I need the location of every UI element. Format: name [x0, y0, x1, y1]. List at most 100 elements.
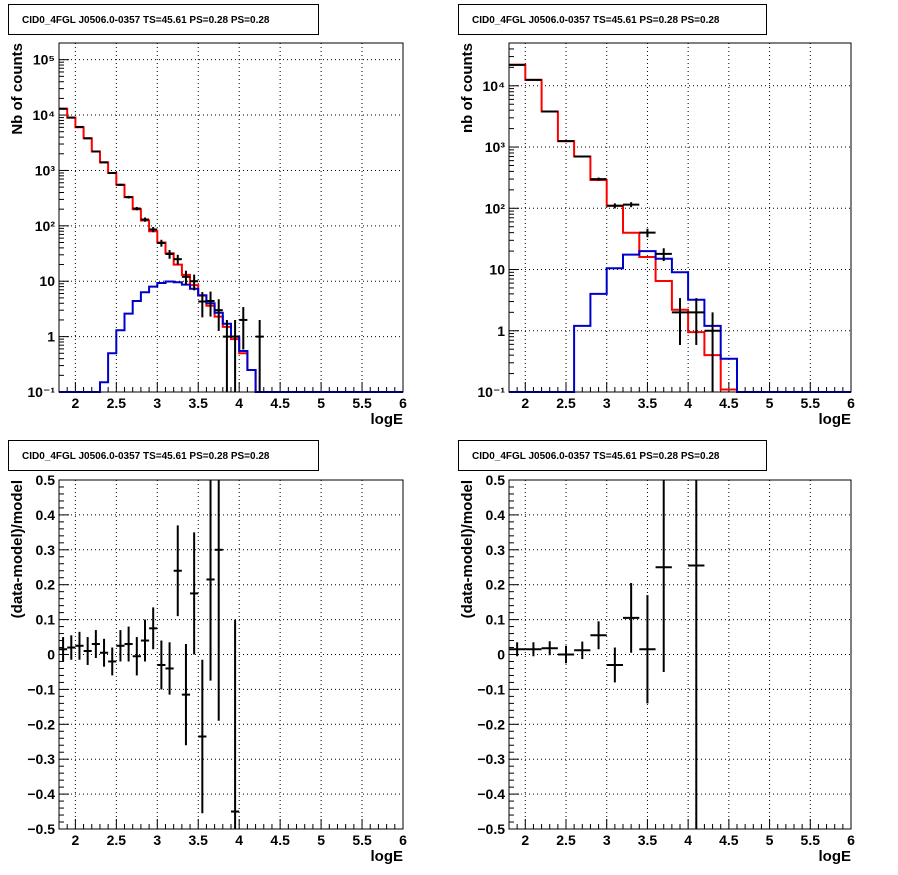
residuals-panel-left: CID0_4FGL J0506.0-0357 TS=45.61 PS=0.28 … — [8, 440, 407, 865]
y-tick-label: −0.5 — [27, 821, 55, 837]
y-tick-label: 0.1 — [486, 612, 506, 628]
residual-point — [67, 635, 76, 660]
y-tick-label: −0.1 — [477, 681, 505, 697]
x-tick-label: 5 — [766, 395, 774, 411]
title-box — [8, 440, 319, 471]
data-point — [541, 110, 558, 113]
y-tick-label: −0.2 — [477, 716, 505, 732]
x-tick-label: 4 — [235, 395, 243, 411]
y-tick-label: 0.3 — [36, 542, 56, 558]
y-tick-label: 10³ — [35, 162, 56, 178]
x-tick-label: 3.5 — [638, 395, 658, 411]
y-axis-title: (data-model)/model — [9, 480, 26, 618]
x-tick-label: 2 — [71, 832, 79, 848]
data-point — [149, 227, 158, 233]
y-tick-label: 0.4 — [36, 507, 56, 523]
data-point — [655, 248, 672, 262]
residual-point — [688, 480, 705, 829]
x-tick-label: 4 — [235, 832, 243, 848]
residual-point — [231, 619, 240, 829]
data-point — [181, 270, 191, 286]
x-tick-label: 4 — [684, 832, 692, 848]
y-axis-title: (data-model)/model — [459, 480, 476, 618]
y-tick-label: 10⁻¹ — [27, 384, 55, 400]
data-point — [671, 298, 689, 345]
data-point — [108, 171, 117, 174]
residual-point — [655, 480, 672, 672]
residual-point — [83, 637, 92, 665]
residual-point — [165, 642, 174, 695]
x-tick-label: 5 — [317, 395, 325, 411]
plot-frame — [58, 479, 404, 830]
data-point — [239, 307, 248, 350]
total-model-histogram — [59, 107, 403, 393]
y-tick-label: −0.3 — [477, 751, 505, 767]
x-tick-label: 3.5 — [189, 832, 209, 848]
data-point — [91, 150, 100, 153]
x-tick-label: 6 — [399, 395, 407, 411]
residual-point — [639, 595, 656, 704]
x-tick-label: 2.5 — [556, 832, 576, 848]
y-tick-label: 10⁴ — [483, 78, 506, 94]
data-point — [704, 312, 721, 392]
residual-point — [190, 532, 199, 655]
x-tick-label: 5.5 — [352, 832, 372, 848]
data-point — [75, 125, 84, 128]
residual-point — [99, 638, 109, 667]
data-point — [190, 274, 199, 291]
y-tick-label: 1 — [497, 323, 505, 339]
data-point — [198, 292, 207, 318]
residual-point — [140, 619, 150, 662]
x-tick-label: 4.5 — [270, 395, 290, 411]
residual-point — [149, 607, 158, 650]
y-tick-label: −0.2 — [27, 716, 55, 732]
residuals-panel-right: CID0_4FGL J0506.0-0357 TS=45.61 PS=0.28 … — [458, 440, 855, 865]
data-point — [206, 291, 215, 317]
x-tick-label: 5.5 — [352, 395, 372, 411]
data-point — [132, 206, 141, 211]
data-point — [639, 228, 656, 238]
residual-point — [198, 659, 207, 814]
residual-point — [124, 626, 133, 662]
x-axis-title: logE — [819, 411, 852, 428]
x-tick-label: 5.5 — [801, 832, 821, 848]
y-axis-title: Nb of counts — [9, 43, 26, 135]
y-tick-label: 10 — [489, 262, 505, 278]
x-tick-label: 2.5 — [556, 395, 576, 411]
data-point — [124, 195, 133, 199]
x-tick-label: 3 — [603, 832, 611, 848]
data-point — [83, 137, 92, 140]
residual-point — [108, 647, 117, 676]
x-tick-label: 6 — [847, 395, 855, 411]
y-tick-label: 0.4 — [486, 507, 506, 523]
grid-lines — [59, 480, 403, 829]
x-axis-title: logE — [371, 848, 404, 865]
plot-frame — [508, 42, 852, 393]
data-point — [623, 202, 640, 208]
chart-title: CID0_4FGL J0506.0-0357 TS=45.61 PS=0.28 … — [22, 451, 270, 462]
data-point — [688, 298, 705, 345]
residual-point — [59, 637, 68, 662]
y-tick-label: −0.1 — [27, 681, 55, 697]
grid-lines — [509, 480, 851, 829]
x-tick-label: 2 — [521, 395, 529, 411]
residual-point — [574, 641, 591, 660]
y-tick-label: 10³ — [485, 139, 506, 155]
axis-ticks — [58, 42, 404, 393]
y-tick-label: 0.2 — [486, 577, 506, 593]
data-point — [99, 161, 109, 164]
x-tick-label: 2 — [521, 832, 529, 848]
residual-point — [214, 480, 223, 721]
plot-frame — [508, 479, 852, 830]
residual-point — [173, 525, 182, 617]
y-tick-label: 0.1 — [36, 612, 56, 628]
spectrum-counts-panel-left: CID0_4FGL J0506.0-0357 TS=45.61 PS=0.28 … — [8, 4, 407, 428]
y-tick-label: 0.2 — [36, 577, 56, 593]
x-tick-label: 4.5 — [719, 832, 739, 848]
x-axis-title: logE — [819, 848, 852, 865]
x-tick-label: 3.5 — [189, 395, 209, 411]
residual-point — [116, 630, 125, 662]
y-tick-label: 10⁵ — [33, 52, 55, 68]
y-tick-label: 10⁻¹ — [477, 384, 505, 400]
